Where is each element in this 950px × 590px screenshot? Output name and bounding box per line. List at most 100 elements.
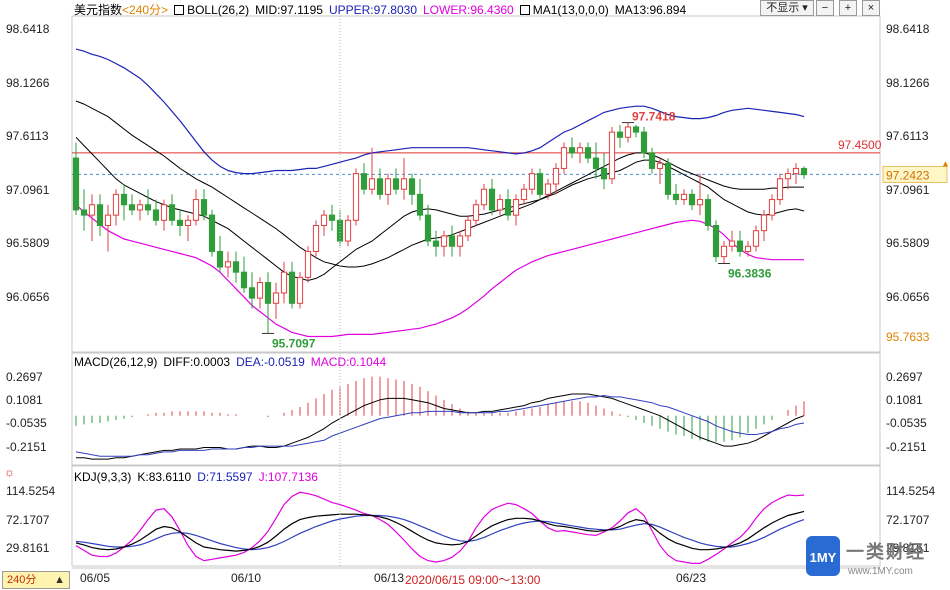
candle-body bbox=[128, 204, 136, 211]
macd-axis-label-left: -0.0535 bbox=[6, 416, 47, 431]
candle-body bbox=[184, 219, 192, 226]
kdj-axis-label-left: 29.8161 bbox=[6, 541, 50, 556]
candle-body bbox=[760, 214, 768, 232]
price-axis-bottom-value: 95.7633 bbox=[886, 330, 930, 344]
macd-axis-label-left: 0.2697 bbox=[6, 369, 43, 384]
candle-body bbox=[424, 214, 432, 242]
ma13-value: MA13:96.894 bbox=[614, 3, 687, 17]
kdj-k-line bbox=[75, 510, 805, 552]
candle-body bbox=[296, 276, 304, 304]
candle-body bbox=[512, 199, 520, 216]
date-label-0610: 06/10 bbox=[231, 571, 262, 585]
candle-body bbox=[520, 188, 528, 201]
candle-body bbox=[368, 178, 376, 190]
macd-axis-label-right: 0.2697 bbox=[886, 369, 923, 384]
logo-1my: 1MY 一类财经 www.1MY.com bbox=[806, 536, 926, 577]
candle-body bbox=[440, 235, 448, 247]
price-axis-label-right: 97.6113 bbox=[886, 129, 929, 144]
kdj-j: J:107.7136 bbox=[258, 470, 318, 484]
candle-body bbox=[248, 287, 256, 299]
candle-body bbox=[304, 250, 312, 278]
candle-body bbox=[480, 188, 488, 206]
kdj-d: D:71.5597 bbox=[197, 470, 253, 484]
macd-axis-label-right: 0.1081 bbox=[886, 393, 923, 408]
boll-lower-line bbox=[75, 204, 804, 338]
kdj-d-line bbox=[75, 514, 805, 551]
kdj-axis-label-right: 72.1707 bbox=[886, 512, 930, 527]
candle-body bbox=[664, 162, 672, 195]
price-marker-icon: ▲ bbox=[941, 158, 950, 168]
candle-body bbox=[776, 178, 784, 201]
zoom-in-button[interactable]: + bbox=[839, 0, 857, 16]
candle-body bbox=[88, 204, 96, 216]
candle-body bbox=[472, 204, 480, 221]
minimize-button[interactable]: − bbox=[816, 0, 834, 16]
ma13-line bbox=[75, 136, 805, 282]
period-select-button[interactable]: 240分 ▲ bbox=[2, 571, 70, 589]
candle-body bbox=[624, 126, 632, 138]
boll-upper-line bbox=[75, 48, 805, 175]
candle-body bbox=[536, 173, 544, 195]
ma-label: MA1(13,0,0,0) bbox=[532, 3, 609, 17]
price-axis-label-right: 98.6418 bbox=[886, 22, 930, 37]
candle-body bbox=[160, 204, 168, 221]
candle-body bbox=[712, 225, 720, 258]
candle-body bbox=[344, 219, 352, 242]
triangle-up-icon: ▲ bbox=[54, 574, 65, 586]
candle-body bbox=[168, 204, 176, 221]
boll-label: BOLL(26,2) bbox=[187, 3, 250, 17]
candle-body bbox=[200, 199, 208, 216]
candle-body bbox=[752, 230, 760, 247]
candle-body bbox=[256, 282, 264, 299]
macd-legend: MACD(26,12,9) DIFF:0.0003 DEA:-0.0519 MACD:… bbox=[74, 355, 392, 369]
candle-body bbox=[280, 271, 288, 294]
candle-body bbox=[632, 126, 640, 133]
candle-body bbox=[312, 225, 320, 252]
candle-body bbox=[392, 178, 400, 190]
candle-body bbox=[800, 167, 808, 176]
kdj-label: KDJ(9,3,3) bbox=[74, 470, 132, 484]
candle-body bbox=[792, 167, 800, 175]
candle-body bbox=[576, 147, 584, 154]
candle-body bbox=[264, 282, 272, 304]
candle-body bbox=[544, 183, 552, 195]
candle-body bbox=[232, 261, 240, 273]
price-axis-label-right: 97.0961 bbox=[886, 182, 930, 197]
price-axis-label-right: 96.0656 bbox=[886, 289, 930, 304]
candle-body bbox=[504, 199, 512, 216]
candle-body bbox=[360, 173, 368, 190]
candle-body bbox=[80, 209, 88, 216]
svg-text:一类财经: 一类财经 bbox=[846, 541, 926, 563]
svg-text:www.1MY.com: www.1MY.com bbox=[847, 566, 913, 577]
candle-body bbox=[728, 240, 736, 247]
candle-body bbox=[592, 157, 600, 169]
low-annotation-2: 96.3836 bbox=[728, 267, 772, 281]
price-axis-label-right: 96.5809 bbox=[886, 236, 930, 251]
candle-body bbox=[648, 152, 656, 169]
hide-dropdown-button[interactable]: 不显示 ▾ bbox=[760, 0, 814, 16]
price-panel-frame bbox=[71, 15, 881, 353]
sun-icon[interactable]: ☼ bbox=[4, 465, 15, 479]
current-price-box bbox=[882, 165, 948, 183]
macd-diff-line bbox=[76, 393, 805, 460]
chevron-down-icon: ▾ bbox=[802, 2, 808, 14]
close-button[interactable]: × bbox=[862, 0, 880, 16]
candle-body bbox=[464, 219, 472, 237]
candle-body bbox=[320, 214, 328, 226]
kdj-j-line bbox=[75, 491, 805, 565]
candle-body bbox=[272, 292, 280, 304]
candle-body bbox=[96, 204, 104, 226]
candle-body bbox=[136, 204, 144, 211]
date-label-0613: 06/13 bbox=[374, 571, 405, 585]
candle-body bbox=[376, 178, 384, 195]
price-axis-label-left: 97.0961 bbox=[6, 182, 50, 197]
candle-body bbox=[384, 178, 392, 195]
current-price-label: 97.2423 bbox=[886, 168, 930, 182]
resistance-level-label: 97.4500 bbox=[838, 138, 882, 152]
macd-axis-label-right: -0.0535 bbox=[886, 416, 927, 431]
period-select-label: 240分 bbox=[7, 574, 37, 586]
candle-body bbox=[552, 167, 560, 185]
ma-square-icon bbox=[519, 5, 530, 15]
candle-body bbox=[640, 131, 648, 154]
